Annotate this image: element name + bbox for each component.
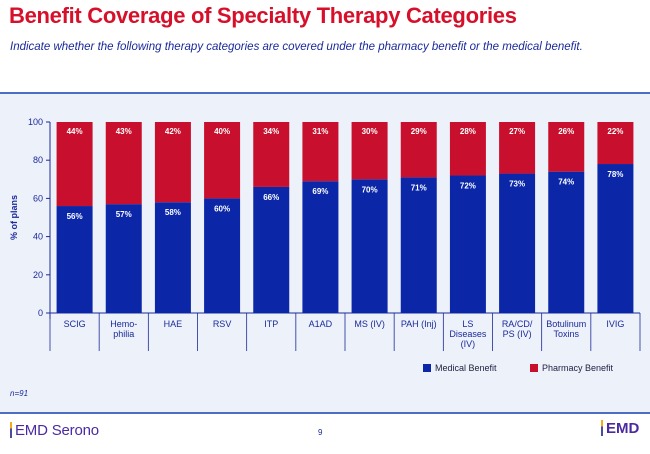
data-label-medical: 73% bbox=[509, 180, 525, 189]
data-label-medical: 74% bbox=[558, 178, 574, 187]
data-label-pharmacy: 42% bbox=[165, 127, 181, 136]
data-label-medical: 78% bbox=[607, 170, 623, 179]
bar-medical bbox=[597, 164, 634, 313]
data-label-pharmacy: 22% bbox=[607, 127, 623, 136]
page-subtitle: Indicate whether the following therapy c… bbox=[10, 41, 583, 53]
bar-pharmacy bbox=[449, 122, 486, 176]
data-label-medical: 69% bbox=[312, 187, 328, 196]
bar-medical bbox=[204, 198, 241, 313]
x-category-label: PAH (Inj) bbox=[401, 319, 437, 329]
x-category-label: ITP bbox=[264, 319, 278, 329]
bar-medical bbox=[351, 179, 388, 313]
y-tick-label: 40 bbox=[33, 232, 43, 242]
logo-mark-icon bbox=[601, 420, 603, 436]
y-tick-label: 60 bbox=[33, 193, 43, 203]
x-category-label: Hemo-philia bbox=[110, 319, 137, 339]
data-label-pharmacy: 27% bbox=[509, 127, 525, 136]
sample-size-note: n=91 bbox=[10, 389, 29, 398]
data-label-medical: 71% bbox=[411, 183, 427, 192]
data-label-pharmacy: 43% bbox=[116, 127, 132, 136]
bar-pharmacy bbox=[56, 122, 93, 207]
y-tick-label: 100 bbox=[28, 117, 43, 127]
bar-medical bbox=[253, 186, 290, 313]
bar-medical bbox=[154, 202, 191, 313]
brand-left-text: EMD Serono bbox=[15, 421, 99, 439]
data-label-pharmacy: 40% bbox=[214, 127, 230, 136]
data-label-medical: 57% bbox=[116, 210, 132, 219]
logo-mark-icon bbox=[10, 422, 12, 438]
y-tick-label: 0 bbox=[38, 308, 43, 318]
bar-medical bbox=[548, 171, 585, 313]
legend-label-pharmacy: Pharmacy Benefit bbox=[542, 363, 614, 373]
emd-logo: EMD bbox=[601, 418, 639, 438]
bar-medical bbox=[499, 173, 536, 313]
page-title: Benefit Coverage of Specialty Therapy Ca… bbox=[9, 3, 517, 28]
bar-medical bbox=[302, 181, 339, 313]
data-label-medical: 56% bbox=[67, 212, 83, 221]
page-number: 9 bbox=[318, 428, 323, 437]
x-category-label: SCIG bbox=[64, 319, 86, 329]
data-label-pharmacy: 44% bbox=[67, 127, 83, 136]
x-category-label: RA/CD/PS (IV) bbox=[502, 319, 533, 339]
legend-swatch-pharmacy bbox=[530, 364, 538, 372]
bar-pharmacy bbox=[302, 122, 339, 182]
bar-medical bbox=[449, 175, 486, 313]
data-label-pharmacy: 26% bbox=[558, 127, 574, 136]
bar-pharmacy bbox=[597, 122, 634, 165]
data-label-medical: 60% bbox=[214, 204, 230, 213]
bar-pharmacy bbox=[105, 122, 142, 205]
y-tick-label: 80 bbox=[33, 155, 43, 165]
data-label-pharmacy: 29% bbox=[411, 127, 427, 136]
legend-swatch-medical bbox=[423, 364, 431, 372]
bar-medical bbox=[56, 206, 93, 313]
y-tick-label: 20 bbox=[33, 270, 43, 280]
x-category-label: MS (IV) bbox=[354, 319, 385, 329]
x-category-label: LS Diseases (IV) bbox=[449, 319, 487, 349]
x-category-label: HAE bbox=[164, 319, 183, 329]
data-label-medical: 72% bbox=[460, 181, 476, 190]
bar-pharmacy bbox=[400, 122, 437, 178]
data-label-pharmacy: 28% bbox=[460, 127, 476, 136]
data-label-pharmacy: 31% bbox=[312, 127, 328, 136]
data-label-pharmacy: 30% bbox=[362, 127, 378, 136]
x-category-label: A1AD bbox=[309, 319, 333, 329]
stacked-bar-chart: 0 20 40 60 80 100 % of plans 56% 44% SCIG 57% 43% He… bbox=[9, 117, 641, 373]
data-label-medical: 70% bbox=[362, 185, 378, 194]
bar-pharmacy bbox=[204, 122, 241, 199]
bar-pharmacy bbox=[351, 122, 388, 180]
bar-pharmacy bbox=[154, 122, 191, 203]
bar-pharmacy bbox=[253, 122, 290, 187]
x-category-label: RSV bbox=[213, 319, 232, 329]
bar-medical bbox=[400, 177, 437, 313]
emd-serono-logo: EMD Serono bbox=[10, 421, 99, 439]
data-label-medical: 66% bbox=[263, 193, 279, 202]
y-axis-title: % of plans bbox=[9, 195, 19, 240]
legend-label-medical: Medical Benefit bbox=[435, 363, 497, 373]
brand-right-text: EMD bbox=[606, 419, 640, 437]
bar-medical bbox=[105, 204, 142, 313]
x-category-label: Botulinum Toxins bbox=[546, 319, 586, 339]
data-label-pharmacy: 34% bbox=[263, 127, 279, 136]
x-category-label: IVIG bbox=[606, 319, 624, 329]
bar-pharmacy bbox=[499, 122, 536, 174]
data-label-medical: 58% bbox=[165, 208, 181, 217]
bar-pharmacy bbox=[548, 122, 585, 172]
